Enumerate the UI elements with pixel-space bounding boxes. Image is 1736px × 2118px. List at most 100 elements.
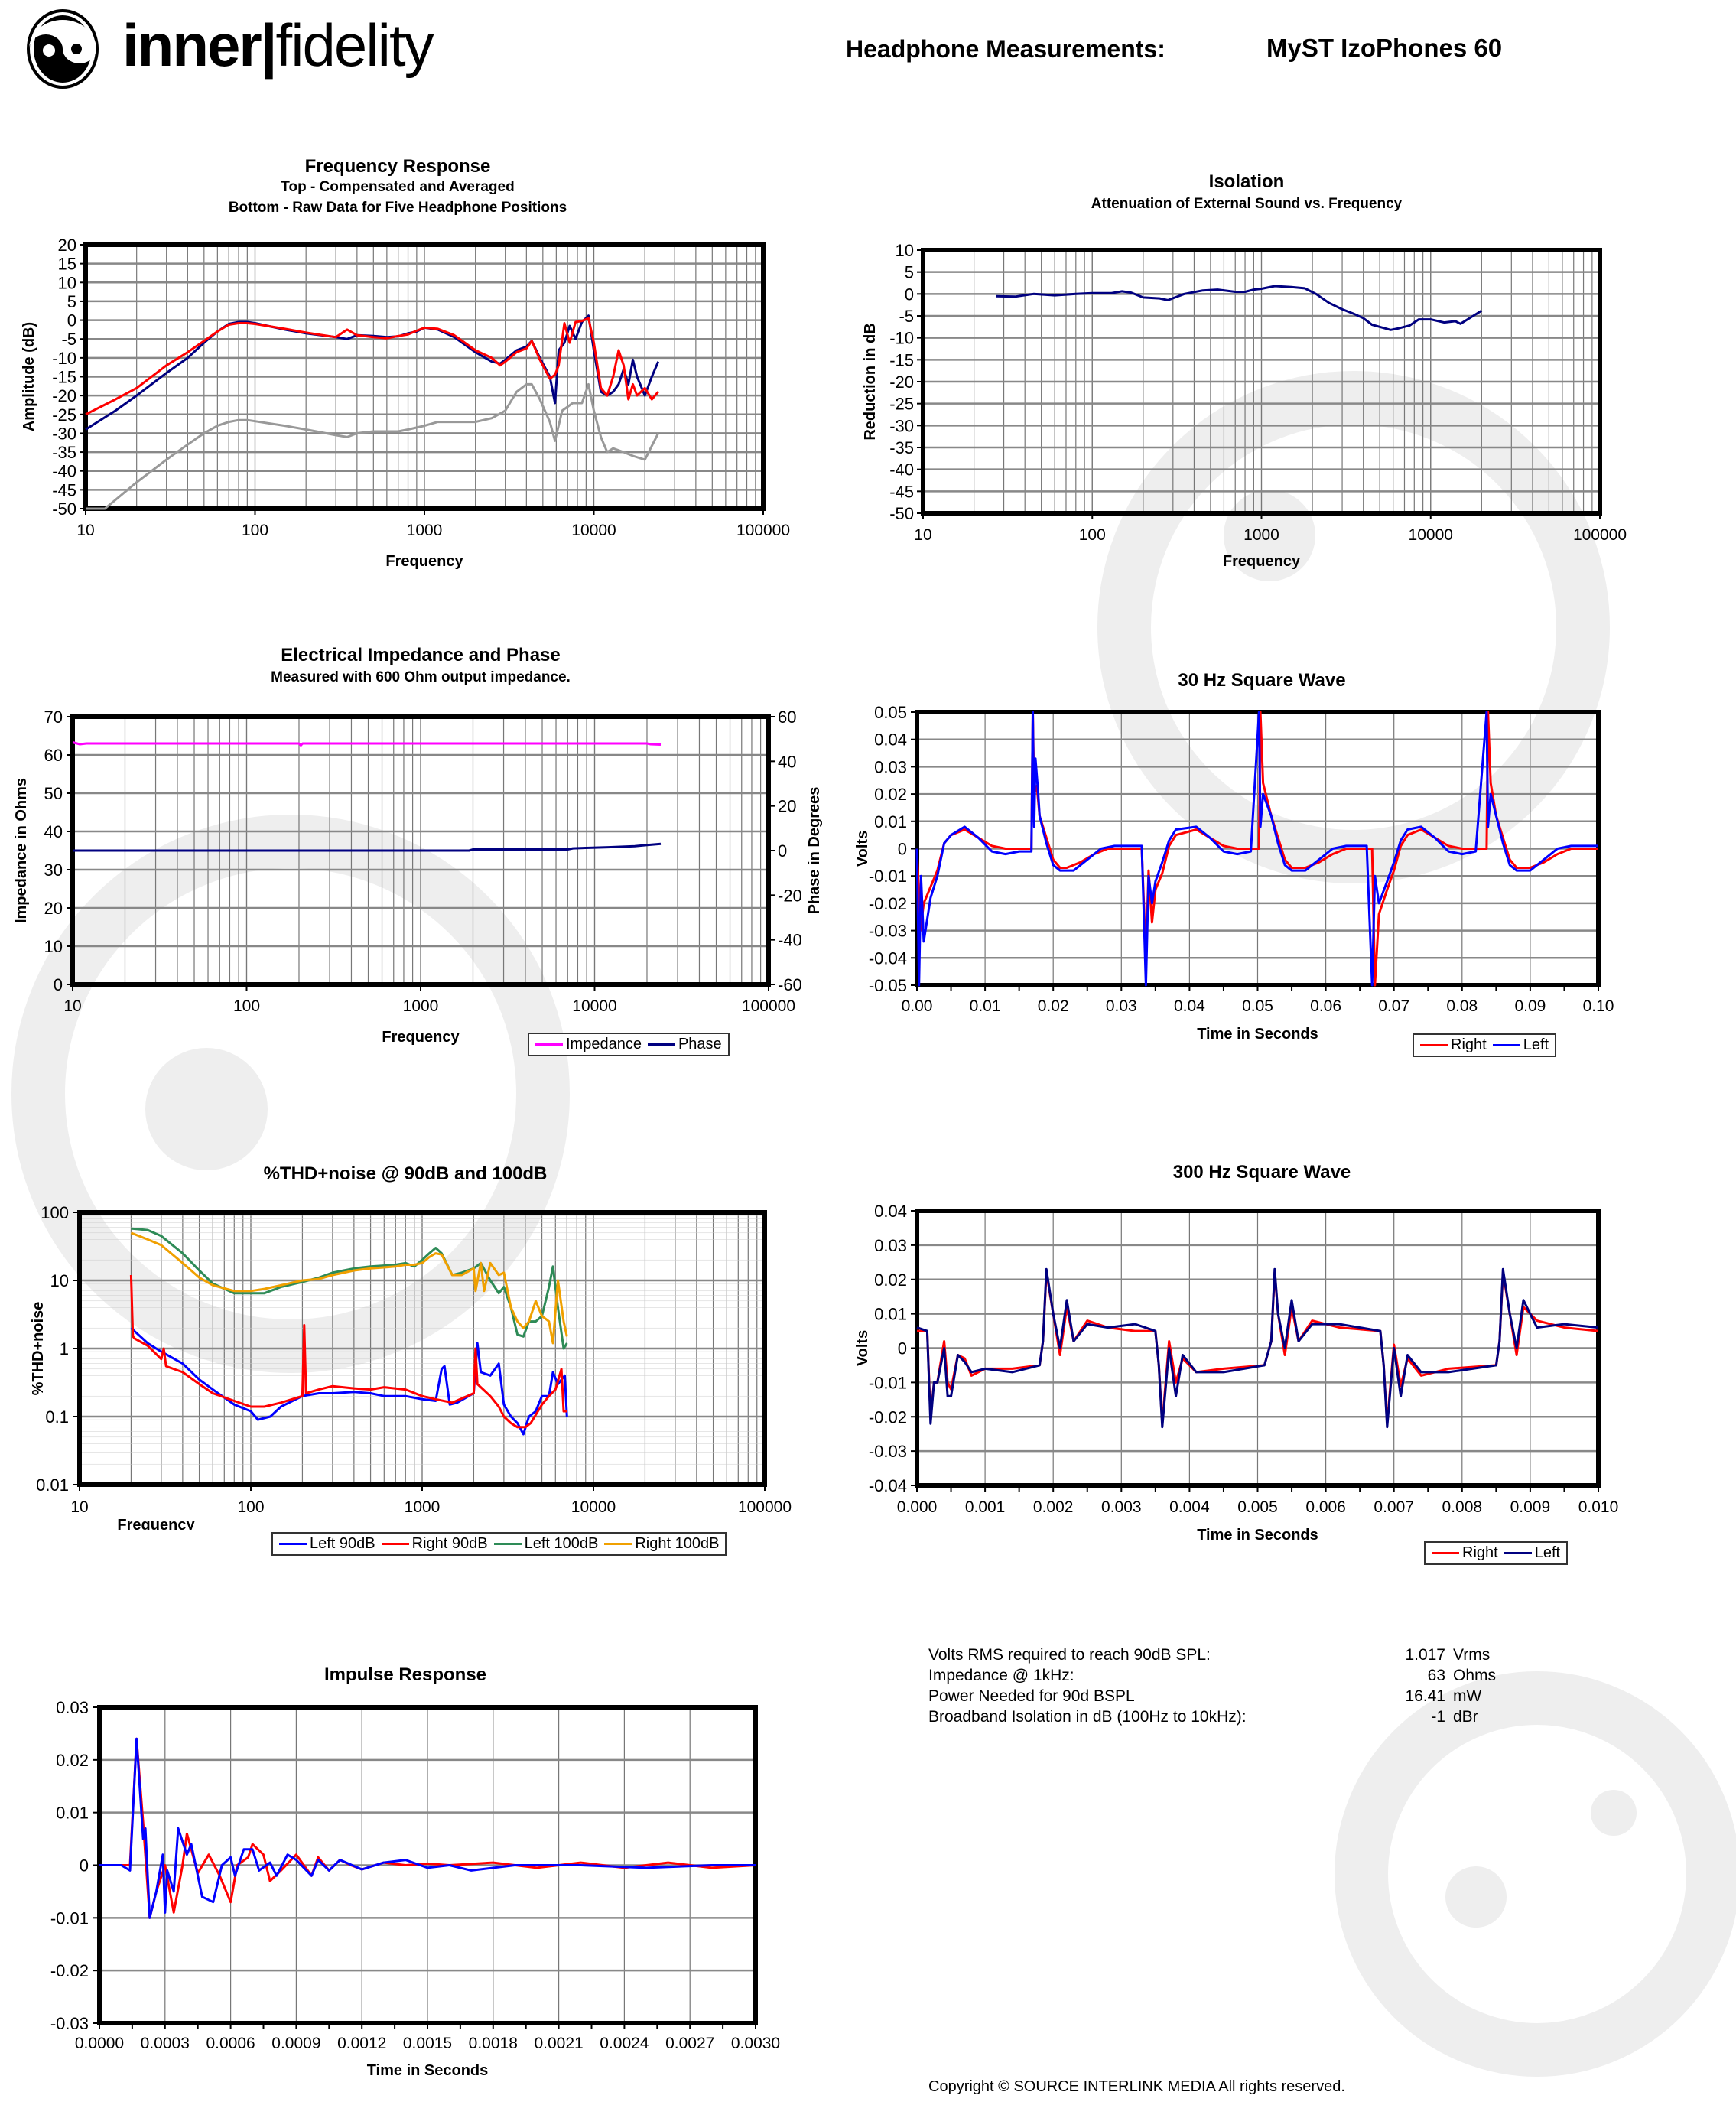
x-tick-label: 10 <box>70 1498 88 1516</box>
impulse-title: Impulse Response <box>323 1664 487 1685</box>
logo-light: fidelity <box>275 11 434 79</box>
y-tick-label: -20 <box>52 386 76 405</box>
model-name: MyST IzoPhones 60 <box>1266 34 1503 62</box>
x-tick-label: 0.0030 <box>731 2035 780 2052</box>
site-logo: inner|fidelity <box>122 11 434 80</box>
x-tick-label: 0.005 <box>1237 1498 1278 1516</box>
y-tick-label: -0.02 <box>50 1961 89 1980</box>
y-tick-label: -0.03 <box>869 1442 907 1461</box>
x-tick-label: 0.008 <box>1442 1498 1483 1516</box>
y-tick-label: -40 <box>889 460 914 480</box>
stat-row: Volts RMS required to reach 90dB SPL: 1.0… <box>928 1646 1491 1664</box>
x-tick-label: 0.08 <box>1446 997 1478 1015</box>
legend-item-impedance: Impedance <box>535 1036 642 1053</box>
y-tick-label: -35 <box>52 443 76 462</box>
y-tick-label: 50 <box>44 784 63 803</box>
series-line-left-100db <box>131 1227 568 1350</box>
legend-item-left-100: Left 100dB <box>493 1535 598 1553</box>
fr-subtitle-2: Bottom - Raw Data for Five Headphone Pos… <box>228 200 567 216</box>
y2-tick-label: 0 <box>778 841 787 861</box>
x-axis-label: Time in Seconds <box>367 2062 489 2079</box>
x-tick-label: 0.10 <box>1583 997 1614 1015</box>
x-axis-label: Frequency <box>1223 553 1301 570</box>
y-tick-label: 10 <box>896 241 914 260</box>
x-tick-label: 10 <box>914 526 931 544</box>
legend-item-right-90: Right 90dB <box>381 1535 488 1553</box>
y-tick-label: -0.02 <box>869 1407 907 1427</box>
y-tick-label: 5 <box>905 263 914 282</box>
y-tick-label: 0.03 <box>874 1236 907 1255</box>
series-group <box>915 711 1598 987</box>
x-tick-label: 1000 <box>407 522 443 539</box>
y-tick-label: 1 <box>60 1339 69 1358</box>
plot-frame <box>83 242 766 511</box>
x-tick-label: 0.0015 <box>403 2035 452 2052</box>
y-tick-label: 0 <box>54 975 63 994</box>
x-tick-label: 100 <box>1079 526 1106 544</box>
x-tick-label: 0.0027 <box>665 2035 714 2052</box>
stat-row: Power Needed for 90d BSPL 16.41 mW <box>928 1687 1482 1705</box>
imp-title: Electrical Impedance and Phase <box>281 645 561 665</box>
logo-bold: inner <box>122 11 262 79</box>
x-tick-label: 0.00 <box>902 997 933 1015</box>
y-tick-label: -25 <box>52 405 76 425</box>
y-axis-label: Impedance in Ohms <box>13 778 30 923</box>
series-line-left <box>916 1267 1599 1429</box>
x-tick-label: 100000 <box>738 1498 792 1516</box>
logo-separator: | <box>260 11 278 79</box>
x-tick-label: 0.02 <box>1038 997 1069 1015</box>
y-axis-label: Volts <box>854 1330 871 1366</box>
x-tick-label: 0.000 <box>897 1498 938 1516</box>
x-axis-label: Frequency <box>117 1517 195 1530</box>
iso-title: Isolation <box>1208 171 1285 192</box>
fr-title: Frequency Response <box>304 156 491 177</box>
y-tick-label: -0.01 <box>50 1908 89 1928</box>
legend-item-right-100: Right 100dB <box>604 1535 719 1553</box>
y-tick-label: 0 <box>898 1339 907 1358</box>
y-tick-label: -45 <box>52 480 76 499</box>
x-tick-label: 0.05 <box>1242 997 1273 1015</box>
impedance-legend: Impedance Phase <box>528 1033 730 1056</box>
y-tick-label: 0 <box>898 840 907 859</box>
series-line-phase <box>73 842 662 852</box>
y-tick-label: 20 <box>58 236 76 255</box>
series-line-right-compensated- <box>85 317 659 416</box>
y-tick-label: 0.02 <box>874 1270 907 1290</box>
y-tick-label: -15 <box>889 350 914 369</box>
plot-frame <box>915 1209 1601 1488</box>
series-group <box>996 285 1483 331</box>
y-tick-label: -50 <box>52 499 76 519</box>
y2-tick-label: 60 <box>778 708 796 727</box>
y-tick-label: 70 <box>44 708 63 727</box>
x-tick-label: 0.009 <box>1510 1498 1551 1516</box>
series-line-impedance <box>72 741 662 747</box>
x-tick-label: 0.0021 <box>534 2035 583 2052</box>
legend-item-left: Left <box>1504 1544 1560 1562</box>
y2-tick-label: 20 <box>778 797 796 816</box>
y-tick-label: 0.04 <box>874 730 907 750</box>
x-tick-label: 100 <box>237 1498 264 1516</box>
x-tick-label: 1000 <box>403 997 439 1015</box>
y-tick-label: 0.01 <box>56 1804 89 1823</box>
legend-item-right: Right <box>1432 1544 1498 1562</box>
series-line-right-100db <box>130 1231 568 1345</box>
x-axis-label: Time in Seconds <box>1197 1527 1318 1544</box>
y-tick-label: -40 <box>52 462 76 481</box>
y-tick-label: 10 <box>44 937 63 956</box>
y-tick-label: 0 <box>67 311 76 330</box>
y-axis-label: %THD+noise <box>30 1302 47 1396</box>
thd-title: %THD+noise @ 90dB and 100dB <box>263 1163 548 1184</box>
y-tick-label: -0.03 <box>869 922 907 941</box>
x-tick-label: 0.07 <box>1378 997 1409 1015</box>
series-line-raw-positions <box>86 382 660 510</box>
y-tick-label: 0.02 <box>56 1751 89 1770</box>
series-group <box>129 1227 568 1436</box>
grid <box>916 1209 1599 1492</box>
y-tick-label: -10 <box>889 329 914 348</box>
y-tick-label: -0.02 <box>869 894 907 913</box>
x-tick-label: 0.0000 <box>75 2035 124 2052</box>
